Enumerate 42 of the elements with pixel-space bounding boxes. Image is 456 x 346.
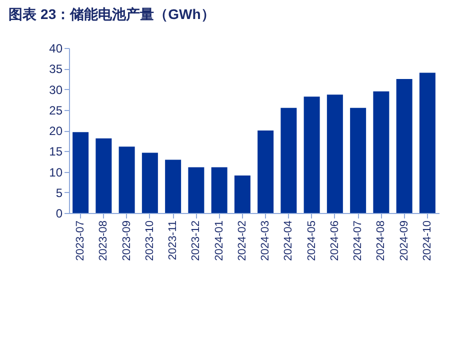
y-tick-label: 35	[49, 62, 63, 76]
x-tick-label: 2024-06	[328, 220, 341, 261]
y-tick-label: 5	[56, 186, 63, 200]
x-tick-label: 2024-02	[236, 220, 248, 261]
x-tick-label: 2023-07	[74, 220, 87, 261]
x-tick-label: 2024-10	[421, 220, 434, 261]
x-tick-label: 2023-09	[120, 220, 133, 261]
x-tick-label: 2023-10	[144, 220, 156, 261]
bar	[165, 160, 182, 213]
x-tick-label: 2023-11	[167, 220, 180, 260]
bar	[396, 78, 412, 213]
x-tick-label: 2023-08	[98, 220, 110, 261]
x-tick-label: 2024-05	[306, 220, 318, 261]
bar	[373, 91, 390, 213]
bar	[258, 130, 274, 213]
y-tick-label: 10	[49, 165, 63, 180]
bar	[326, 94, 343, 213]
x-tick-label: 2024-01	[213, 220, 226, 261]
y-tick-label: 30	[49, 82, 63, 97]
x-tick-label: 2024-07	[352, 220, 364, 261]
x-tick-label: 2024-08	[375, 220, 388, 261]
bar	[419, 72, 436, 213]
bar	[304, 96, 320, 213]
y-tick-label: 40	[49, 42, 63, 56]
bar	[350, 108, 366, 213]
bar	[188, 167, 204, 213]
chart-title: 图表 23：储能电池产量（GWh）	[8, 6, 215, 22]
y-tick-label: 15	[49, 144, 63, 159]
x-tick-label: 2024-09	[398, 220, 410, 261]
bar	[118, 146, 135, 213]
bar	[211, 167, 228, 213]
bar	[280, 108, 297, 213]
x-tick-label: 2024-04	[282, 220, 295, 261]
x-tick-label: 2023-12	[190, 220, 202, 261]
y-tick-label: 25	[49, 103, 63, 118]
x-tick-label: 2024-03	[260, 220, 272, 261]
bar	[72, 132, 89, 213]
y-tick-label: 0	[56, 206, 63, 220]
y-tick-label: 20	[49, 124, 63, 138]
bar	[142, 152, 158, 213]
bar	[96, 138, 112, 213]
bar	[234, 175, 250, 213]
